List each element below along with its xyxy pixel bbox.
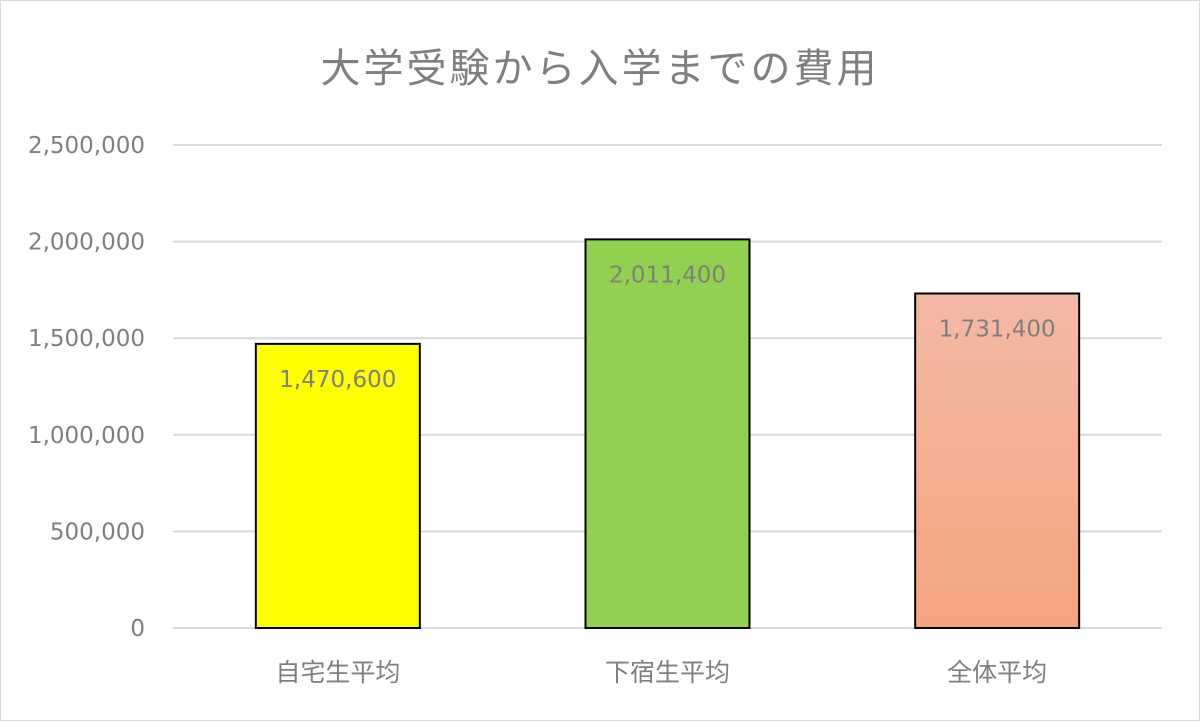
y-tick-label: 500,000: [50, 519, 145, 545]
data-label: 1,731,400: [939, 316, 1056, 342]
bar: [584, 238, 751, 629]
bar: [914, 292, 1081, 629]
x-tick-label: 自宅生平均: [275, 658, 400, 687]
y-tick-label: 1,500,000: [28, 326, 145, 352]
data-label: 2,011,400: [609, 262, 726, 288]
bar: [254, 342, 421, 629]
y-tick-label: 2,500,000: [28, 133, 145, 159]
bars: 1,470,600 2,011,400 1,731,400: [254, 238, 1081, 629]
x-tick-label: 全体平均: [947, 658, 1047, 687]
chart-title: 大学受験から入学までの費用: [321, 46, 880, 92]
y-axis: 0 500,000 1,000,000 1,500,000 2,000,000 2,500…: [28, 133, 145, 642]
x-axis: 自宅生平均 下宿生平均 全体平均: [275, 658, 1047, 687]
y-tick-label: 2,000,000: [28, 230, 145, 256]
y-tick-label: 0: [130, 616, 145, 642]
x-tick-label: 下宿生平均: [605, 658, 730, 687]
y-tick-label: 1,000,000: [28, 423, 145, 449]
data-label: 1,470,600: [279, 367, 396, 393]
